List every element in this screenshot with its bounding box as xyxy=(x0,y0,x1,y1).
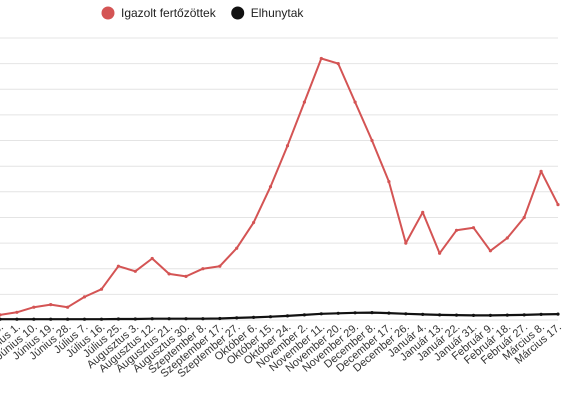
data-point xyxy=(235,316,239,320)
data-point xyxy=(454,228,459,232)
data-point xyxy=(404,312,408,316)
data-point xyxy=(66,305,70,309)
data-point xyxy=(522,313,526,317)
data-point xyxy=(82,317,87,321)
data-point xyxy=(319,56,323,61)
data-point xyxy=(336,311,340,315)
legend-label: Igazolt fertőzöttek xyxy=(121,6,217,20)
data-point xyxy=(252,221,256,225)
data-point xyxy=(133,269,137,273)
data-point xyxy=(150,317,154,321)
legend-item-elhunytak[interactable]: Elhunytak xyxy=(231,6,304,20)
data-point xyxy=(99,287,104,291)
data-point xyxy=(488,313,492,317)
data-point xyxy=(268,185,273,189)
data-point xyxy=(556,312,560,316)
data-point xyxy=(167,272,171,276)
data-point xyxy=(66,317,70,321)
data-point xyxy=(252,315,256,319)
data-point xyxy=(285,144,290,148)
data-point xyxy=(370,311,374,315)
data-point xyxy=(49,317,53,321)
data-point xyxy=(353,311,357,315)
data-point xyxy=(116,264,120,268)
data-point xyxy=(32,317,36,321)
data-point xyxy=(184,274,188,278)
data-point xyxy=(387,180,391,184)
data-point xyxy=(454,313,459,317)
data-point xyxy=(218,264,222,268)
series-line-elhunytak xyxy=(0,311,559,321)
data-point xyxy=(285,314,290,318)
data-point xyxy=(505,236,509,240)
data-point xyxy=(0,317,2,321)
data-point xyxy=(82,295,87,299)
data-point xyxy=(150,256,154,261)
data-point xyxy=(49,303,53,307)
data-point xyxy=(505,313,509,317)
legend-marker xyxy=(231,6,245,20)
data-point xyxy=(539,169,543,173)
data-point xyxy=(539,312,543,316)
legend-marker xyxy=(101,6,115,20)
data-point xyxy=(471,313,476,317)
series-line-igazolt-fert-z-ttek xyxy=(0,57,559,316)
series-igazolt-fert-z-ttek xyxy=(0,56,560,317)
data-point xyxy=(201,267,205,271)
data-point xyxy=(522,215,526,220)
data-point xyxy=(302,100,306,104)
data-point xyxy=(235,246,239,250)
legend-label: Elhunytak xyxy=(251,6,305,20)
data-point xyxy=(336,62,340,66)
series-elhunytak xyxy=(0,311,560,321)
data-point xyxy=(133,317,137,321)
data-point xyxy=(370,138,374,143)
data-point xyxy=(184,317,188,321)
data-point xyxy=(218,316,222,321)
data-point xyxy=(438,251,442,255)
data-point xyxy=(201,317,205,321)
data-point xyxy=(99,317,104,321)
legend: Igazolt fertőzöttek Elhunytak xyxy=(101,6,304,20)
data-point xyxy=(302,313,306,317)
data-point xyxy=(387,311,391,315)
data-point xyxy=(438,313,442,317)
data-point xyxy=(421,312,425,316)
data-point xyxy=(488,249,492,253)
data-point xyxy=(15,317,19,321)
data-point xyxy=(556,203,560,207)
data-point xyxy=(32,305,36,309)
data-point xyxy=(116,317,120,321)
data-point xyxy=(404,241,408,245)
legend-item-igazolt-fert-z-ttek[interactable]: Igazolt fertőzöttek xyxy=(101,6,217,20)
x-axis-tick-labels: Május 23.Június 1.Június 10.Június 19.Jú… xyxy=(0,321,564,380)
data-point xyxy=(0,313,2,317)
data-point xyxy=(167,317,171,321)
data-point xyxy=(268,315,273,319)
series-layer xyxy=(0,56,560,321)
data-point xyxy=(471,226,476,230)
data-point xyxy=(319,312,323,316)
data-point xyxy=(15,310,19,314)
data-point xyxy=(353,100,357,104)
gridlines xyxy=(0,37,558,321)
data-point xyxy=(421,210,425,214)
